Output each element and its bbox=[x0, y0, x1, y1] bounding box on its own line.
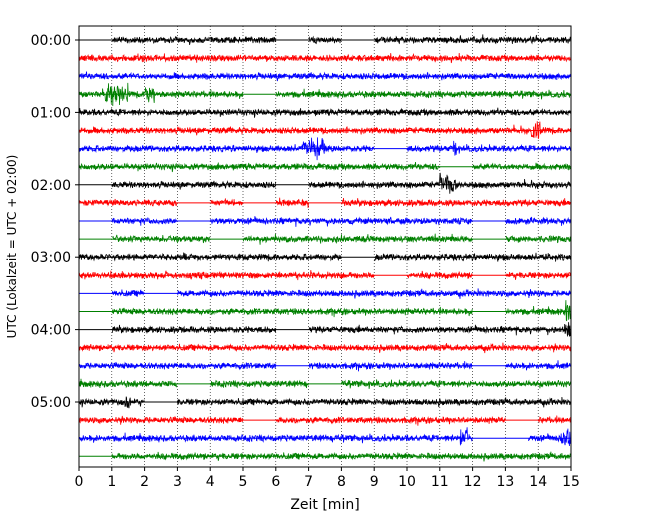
y-axis-label: UTC (Lokalzeit = UTC + 02:00) bbox=[5, 155, 19, 339]
y-tick-label: 05:00 bbox=[31, 395, 71, 411]
trace-signal bbox=[78, 378, 571, 389]
trace-signal bbox=[78, 161, 571, 173]
x-tick-label: 2 bbox=[140, 474, 149, 490]
x-tick-label: 7 bbox=[304, 474, 313, 490]
trace-signal bbox=[78, 197, 571, 209]
trace bbox=[78, 270, 571, 281]
x-axis-ticks: 0 1 2 3 4 5 6 7 8 9 10 11 12 13 14 15 bbox=[75, 467, 580, 490]
y-tick-label: 04:00 bbox=[31, 323, 71, 339]
x-tick-label: 10 bbox=[398, 474, 416, 490]
trace-signal bbox=[78, 360, 571, 372]
plot-frame bbox=[78, 25, 572, 468]
trace bbox=[79, 233, 571, 245]
trace-signal bbox=[78, 107, 571, 118]
x-tick-label: 13 bbox=[496, 474, 514, 490]
trace bbox=[78, 378, 571, 389]
x-tick-label: 0 bbox=[75, 474, 84, 490]
trace bbox=[79, 172, 571, 194]
x-tick-label: 9 bbox=[370, 474, 379, 490]
x-tick-label: 14 bbox=[529, 474, 547, 490]
trace bbox=[78, 121, 571, 140]
trace-signal bbox=[78, 396, 571, 409]
trace-signal bbox=[78, 137, 571, 161]
y-axis-ticks: 00:00 01:00 02:00 03:00 04:00 05:00 bbox=[31, 33, 79, 411]
trace bbox=[78, 82, 571, 107]
trace bbox=[78, 137, 571, 161]
x-tick-label: 3 bbox=[173, 474, 182, 490]
x-axis-label: Zeit [min] bbox=[290, 497, 359, 513]
x-tick-label: 1 bbox=[107, 474, 116, 490]
y-tick-label: 01:00 bbox=[31, 105, 71, 121]
trace bbox=[78, 252, 571, 262]
trace bbox=[78, 415, 571, 426]
trace-signal bbox=[111, 300, 571, 322]
trace-signal bbox=[111, 172, 571, 194]
trace-signal bbox=[78, 427, 571, 447]
trace bbox=[79, 322, 571, 337]
trace-signal bbox=[78, 121, 571, 140]
trace-signal bbox=[78, 270, 571, 281]
trace bbox=[78, 71, 571, 82]
trace-signal bbox=[78, 52, 571, 64]
trace bbox=[79, 451, 571, 462]
trace-signal bbox=[111, 322, 571, 337]
trace bbox=[78, 52, 571, 64]
trace-signal bbox=[78, 415, 571, 426]
trace bbox=[78, 342, 571, 354]
trace bbox=[78, 360, 571, 372]
x-tick-label: 12 bbox=[464, 474, 482, 490]
trace-signal bbox=[78, 252, 571, 262]
trace-signal bbox=[78, 71, 571, 82]
trace bbox=[79, 300, 571, 322]
x-tick-label: 6 bbox=[271, 474, 280, 490]
trace-signal bbox=[111, 451, 571, 462]
x-tick-label: 15 bbox=[562, 474, 580, 490]
trace-signal bbox=[111, 216, 571, 227]
trace-signal bbox=[111, 288, 571, 299]
y-tick-label: 02:00 bbox=[31, 178, 71, 194]
trace-signal bbox=[111, 34, 571, 45]
x-tick-label: 5 bbox=[239, 474, 248, 490]
trace-signal bbox=[78, 82, 571, 107]
trace bbox=[79, 34, 571, 45]
trace-signal bbox=[78, 342, 571, 354]
x-tick-label: 11 bbox=[431, 474, 449, 490]
trace bbox=[78, 161, 571, 173]
trace-layer bbox=[78, 34, 571, 462]
trace bbox=[78, 197, 571, 209]
y-tick-label: 00:00 bbox=[31, 33, 71, 49]
trace bbox=[78, 427, 571, 447]
trace bbox=[79, 216, 571, 227]
trace bbox=[78, 396, 571, 409]
x-tick-label: 4 bbox=[206, 474, 215, 490]
trace-signal bbox=[111, 233, 571, 245]
x-tick-label: 8 bbox=[337, 474, 346, 490]
trace bbox=[78, 107, 571, 118]
trace bbox=[79, 288, 571, 299]
y-tick-label: 03:00 bbox=[31, 250, 71, 266]
